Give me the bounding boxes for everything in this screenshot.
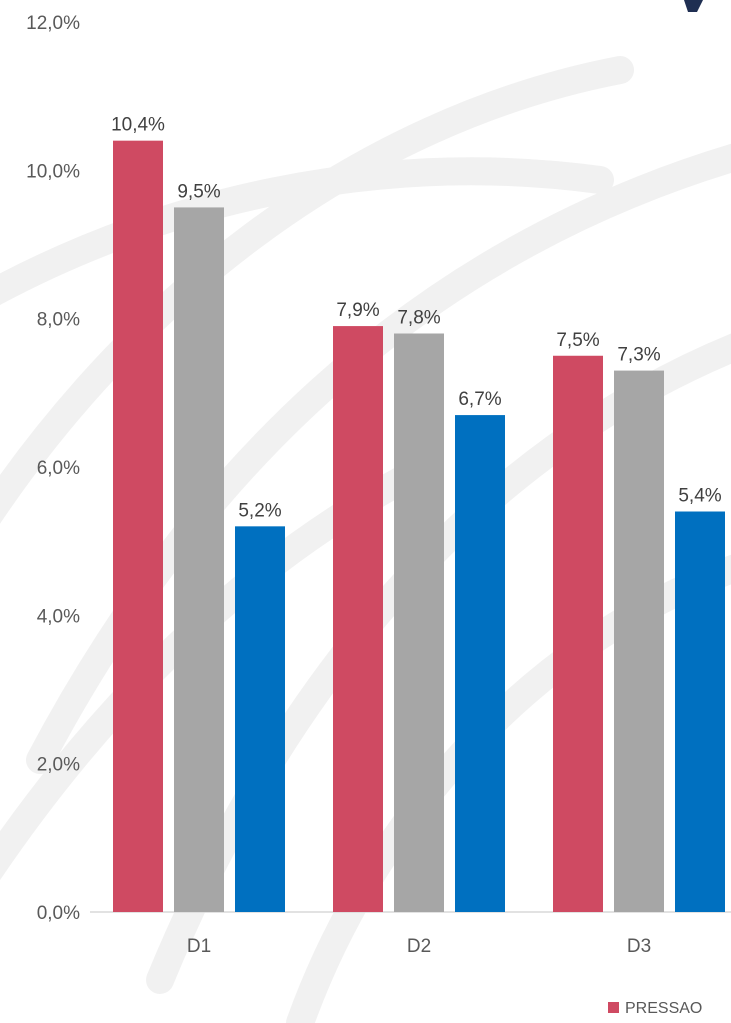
x-tick-label: D2: [407, 936, 431, 957]
corner-brand-mark: [684, 0, 703, 12]
data-label: 6,7%: [458, 389, 501, 410]
y-tick-label: 6,0%: [37, 458, 80, 479]
data-label: 9,5%: [177, 181, 220, 202]
bar: [455, 415, 505, 912]
y-tick-label: 12,0%: [26, 13, 80, 34]
data-label: 7,5%: [556, 330, 599, 351]
bar: [174, 207, 224, 912]
bar: [235, 526, 285, 912]
data-label: 7,8%: [397, 308, 440, 329]
legend: PRESSAO: [608, 1000, 702, 1017]
data-label: 5,4%: [678, 486, 721, 507]
y-tick-label: 10,0%: [26, 161, 80, 182]
bar: [614, 370, 664, 912]
legend-swatch-pressao: [608, 1002, 619, 1013]
legend-label-pressao: PRESSAO: [625, 1000, 702, 1017]
background-motif-stroke: [0, 56, 634, 524]
bar: [113, 140, 163, 912]
y-axis: 0,0% 2,0% 4,0% 6,0% 8,0% 10,0% 12,0%: [26, 13, 80, 924]
background-motif-stroke: [0, 157, 614, 306]
x-tick-label: D3: [627, 936, 651, 957]
data-label: 5,2%: [238, 500, 281, 521]
x-axis: D1 D2 D3: [187, 936, 651, 957]
y-tick-label: 2,0%: [37, 755, 80, 776]
y-tick-label: 4,0%: [37, 606, 80, 627]
bar: [394, 333, 444, 912]
bars: 10,4% 7,9% 7,5% 9,5% 7,8% 7,3% 5,2% 6,7% 5,4%: [111, 115, 725, 912]
y-tick-label: 0,0%: [37, 903, 80, 924]
bar: [553, 355, 603, 912]
bar: [675, 511, 725, 912]
bar: [333, 326, 383, 912]
data-label: 7,9%: [336, 300, 379, 321]
data-label: 7,3%: [617, 345, 660, 366]
y-tick-label: 8,0%: [37, 310, 80, 331]
x-tick-label: D1: [187, 936, 211, 957]
data-label: 10,4%: [111, 115, 165, 136]
